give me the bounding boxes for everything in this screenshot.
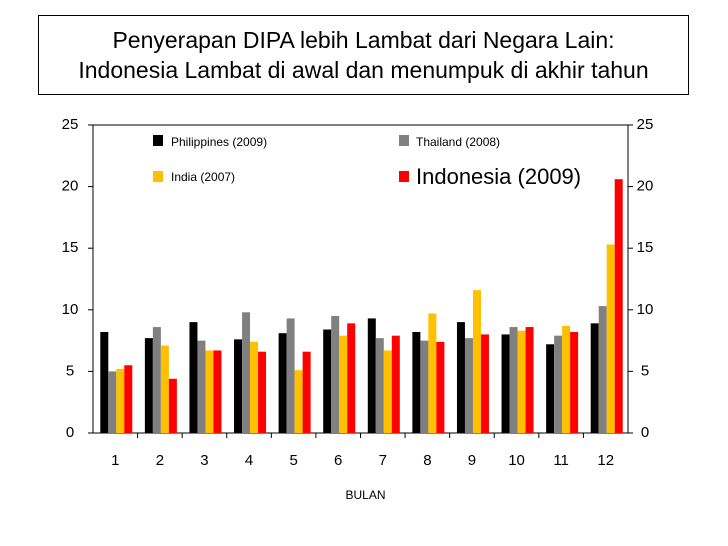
legend-swatch bbox=[153, 171, 163, 182]
bar bbox=[302, 351, 311, 433]
bar bbox=[562, 325, 571, 433]
bar bbox=[525, 327, 534, 433]
bar bbox=[412, 331, 421, 433]
x-tick-label: 11 bbox=[553, 452, 569, 469]
bar bbox=[168, 378, 177, 433]
bar bbox=[456, 322, 465, 433]
bar bbox=[598, 306, 607, 433]
x-tick-label: 10 bbox=[508, 452, 525, 469]
bar bbox=[124, 365, 133, 433]
legend-swatch bbox=[399, 135, 409, 146]
x-tick-label: 7 bbox=[379, 452, 387, 469]
bar bbox=[464, 338, 473, 433]
bar bbox=[234, 339, 243, 433]
y-tick-label-right: 25 bbox=[637, 116, 654, 133]
bar bbox=[614, 179, 623, 433]
bar bbox=[278, 333, 287, 433]
bar bbox=[517, 330, 526, 433]
bar bbox=[144, 338, 153, 433]
y-tick-label-right: 5 bbox=[641, 362, 649, 379]
y-tick-label-left: 5 bbox=[66, 362, 74, 379]
bar bbox=[480, 334, 489, 433]
x-tick-label: 1 bbox=[111, 452, 119, 469]
bar bbox=[294, 370, 303, 433]
bar bbox=[286, 318, 295, 433]
x-tick-label: 4 bbox=[245, 452, 253, 469]
bar bbox=[250, 341, 259, 433]
bar bbox=[189, 322, 198, 433]
legend-label: India (2007) bbox=[171, 170, 235, 184]
title-line-1: Penyerapan DIPA lebih Lambat dari Negara… bbox=[112, 27, 615, 53]
bar bbox=[339, 335, 348, 433]
y-tick-label-left: 15 bbox=[62, 239, 79, 256]
y-tick-label-left: 25 bbox=[62, 116, 79, 133]
bar bbox=[367, 318, 376, 433]
bar bbox=[554, 335, 563, 433]
bar bbox=[472, 290, 481, 433]
title-box: Penyerapan DIPA lebih Lambat dari Negara… bbox=[38, 15, 689, 95]
bar bbox=[375, 338, 384, 433]
x-axis-label: BULAN bbox=[345, 488, 385, 502]
bar bbox=[108, 371, 117, 433]
y-tick-label-left: 20 bbox=[62, 178, 79, 195]
bar bbox=[509, 327, 518, 433]
x-tick-label: 5 bbox=[289, 452, 297, 469]
legend-swatch bbox=[153, 135, 163, 146]
bar bbox=[570, 331, 579, 433]
bar bbox=[152, 327, 161, 433]
bar bbox=[391, 335, 400, 433]
x-tick-label: 6 bbox=[334, 452, 342, 469]
bar bbox=[606, 244, 615, 433]
legend-label: Philippines (2009) bbox=[171, 135, 267, 149]
y-tick-label-right: 15 bbox=[637, 239, 654, 256]
bar bbox=[383, 350, 392, 433]
bar bbox=[242, 312, 251, 433]
bar bbox=[331, 315, 340, 433]
bar bbox=[213, 350, 222, 433]
bar bbox=[436, 341, 445, 433]
y-tick-label-left: 10 bbox=[62, 301, 79, 318]
x-tick-label: 9 bbox=[468, 452, 476, 469]
y-tick-label-left: 0 bbox=[66, 424, 74, 441]
bar bbox=[546, 344, 555, 433]
bar bbox=[258, 351, 267, 433]
bar bbox=[501, 334, 510, 433]
bar bbox=[197, 340, 206, 433]
bar bbox=[205, 350, 214, 433]
bar bbox=[590, 323, 599, 433]
bar bbox=[428, 313, 437, 433]
x-tick-label: 3 bbox=[200, 452, 208, 469]
legend-label: Thailand (2008) bbox=[416, 135, 500, 149]
bar bbox=[323, 329, 332, 433]
x-tick-label: 8 bbox=[423, 452, 431, 469]
bar bbox=[420, 340, 429, 433]
legend-swatch bbox=[399, 171, 409, 182]
title-line-2: Indonesia Lambat di awal dan menumpuk di… bbox=[78, 57, 649, 83]
x-tick-label: 2 bbox=[156, 452, 164, 469]
y-tick-label-right: 20 bbox=[637, 178, 654, 195]
bar bbox=[347, 323, 356, 433]
bar bbox=[116, 368, 125, 433]
y-tick-label-right: 0 bbox=[641, 424, 649, 441]
legend-label: Indonesia (2009) bbox=[416, 164, 581, 189]
bar bbox=[100, 331, 109, 433]
bar bbox=[160, 345, 169, 433]
x-tick-label: 12 bbox=[597, 452, 614, 469]
y-tick-label-right: 10 bbox=[637, 301, 654, 318]
